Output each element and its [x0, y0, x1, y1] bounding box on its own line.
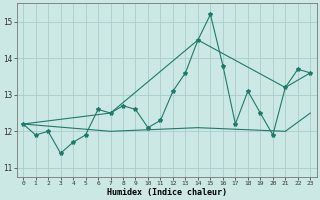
X-axis label: Humidex (Indice chaleur): Humidex (Indice chaleur) — [107, 188, 227, 197]
